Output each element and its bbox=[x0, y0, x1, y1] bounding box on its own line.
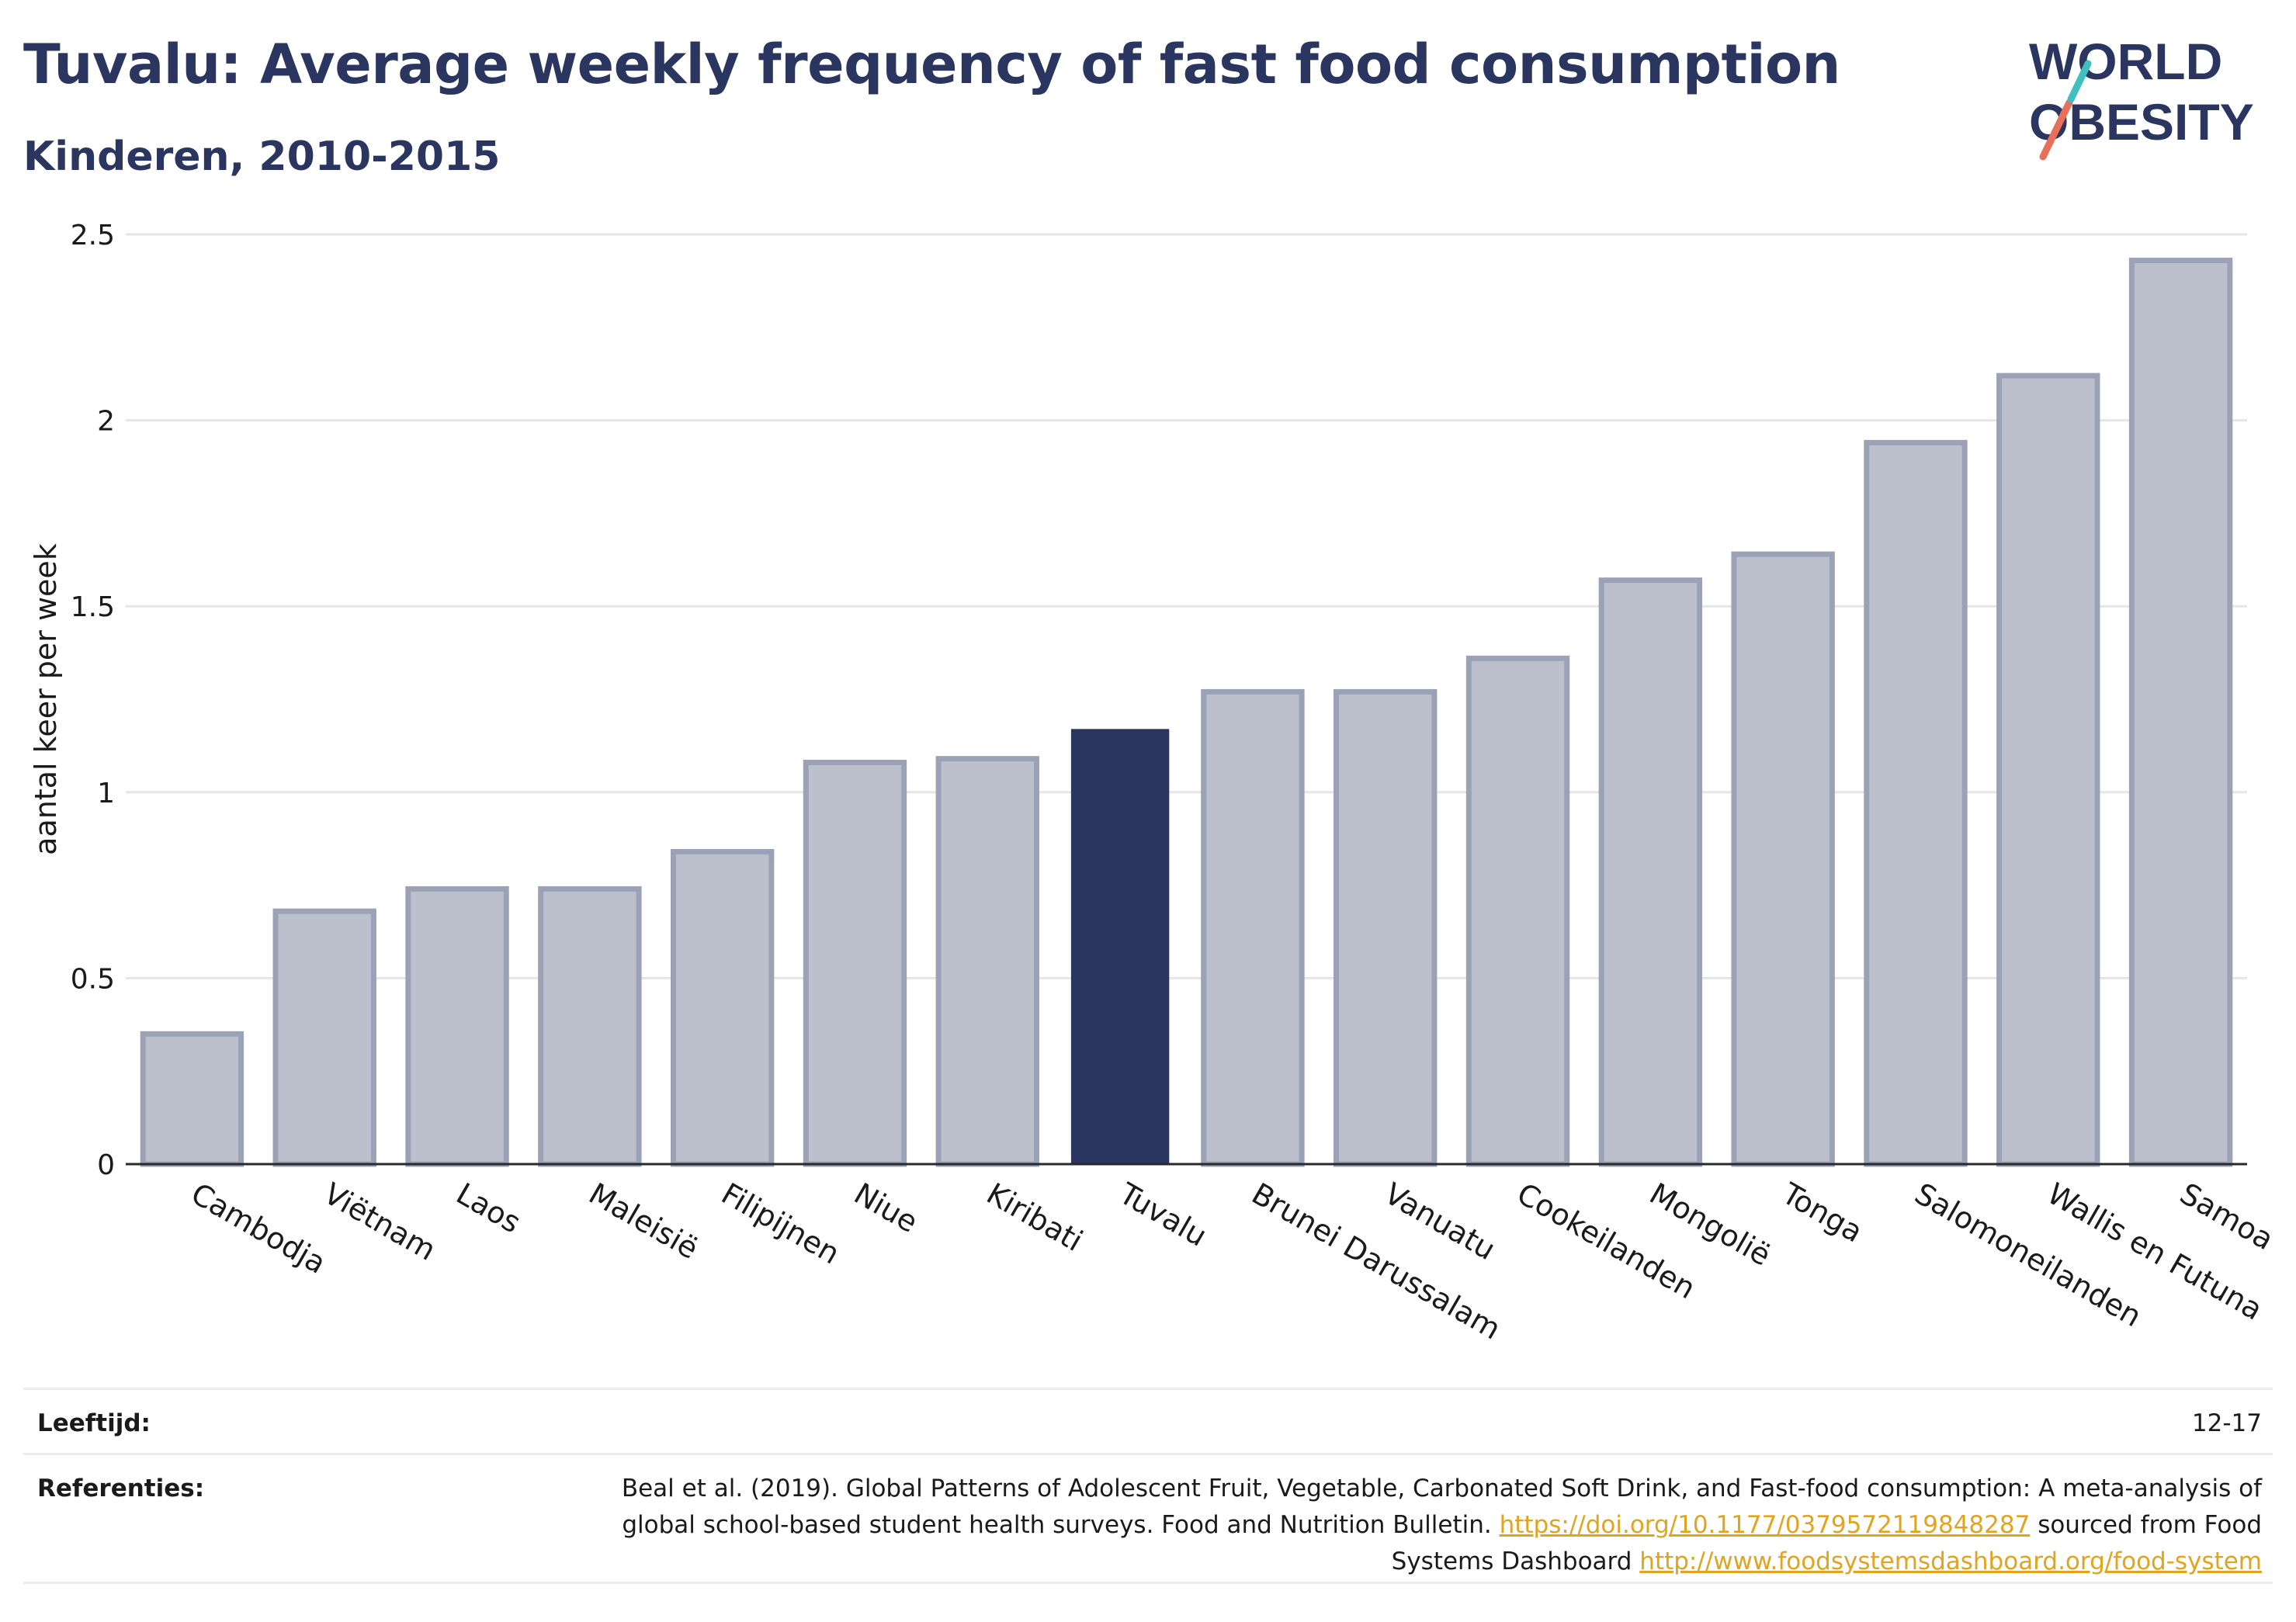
x-tick-label: Viëtnam bbox=[318, 1177, 442, 1267]
logo-line1: WORLD bbox=[2029, 33, 2222, 90]
footer-divider bbox=[23, 1582, 2273, 1584]
x-tick-label: Laos bbox=[451, 1177, 527, 1240]
bar-cookeilanden bbox=[1465, 655, 1570, 1167]
bar-wallis-en-futuna bbox=[1996, 373, 2100, 1167]
world-obesity-logo: WORLD OBESITY bbox=[2029, 33, 2254, 161]
references-text: Beal et al. (2019). Global Patterns of A… bbox=[585, 1471, 2262, 1580]
age-value: 12-17 bbox=[2191, 1409, 2262, 1437]
dashboard-link[interactable]: http://www.foodsystemsdashboard.org/food… bbox=[1639, 1547, 2262, 1575]
x-tick-label: Wallis en Futuna bbox=[2041, 1177, 2268, 1327]
bar-laos bbox=[405, 886, 509, 1167]
bar-vi-tnam bbox=[272, 908, 376, 1167]
footer-divider bbox=[23, 1388, 2273, 1390]
bar-mongoli- bbox=[1598, 577, 1703, 1167]
y-tick-label: 0 bbox=[97, 1149, 115, 1181]
y-axis-ticks: 0 0.5 1 1.5 2 2.5 bbox=[71, 220, 115, 1181]
footer-divider bbox=[23, 1453, 2273, 1455]
reference-source: sourced from Food Systems Dashboard bbox=[1391, 1511, 2262, 1575]
bar-tuvalu bbox=[1070, 729, 1170, 1164]
x-tick-label: Niue bbox=[848, 1177, 924, 1239]
age-label: Leeftijd: bbox=[37, 1409, 151, 1437]
y-tick-label: 1 bbox=[97, 778, 115, 809]
y-tick-label: 2 bbox=[97, 406, 115, 438]
x-tick-label: Brunei Darussalam bbox=[1246, 1177, 1506, 1346]
x-tick-label: Cambodja bbox=[186, 1177, 331, 1281]
y-tick-label: 1.5 bbox=[71, 591, 115, 623]
bar-vanuatu bbox=[1334, 688, 1438, 1167]
y-tick-label: 2.5 bbox=[71, 220, 115, 251]
chart-subtitle: Kinderen, 2010-2015 bbox=[23, 133, 501, 180]
bar-brunei-darussalam bbox=[1201, 688, 1305, 1167]
bar-tonga bbox=[1731, 551, 1835, 1167]
logo-slash-teal bbox=[2067, 60, 2092, 103]
bar-kiribati bbox=[935, 756, 1039, 1167]
chart-title: Tuvalu: Average weekly frequency of fast… bbox=[23, 33, 1840, 96]
x-tick-label: Kiribati bbox=[981, 1177, 1089, 1258]
bars bbox=[140, 258, 2233, 1167]
x-tick-label: Filipijnen bbox=[716, 1177, 845, 1271]
doi-link[interactable]: https://doi.org/10.1177/0379572119848287 bbox=[1499, 1511, 2031, 1539]
bar-cambodja bbox=[140, 1031, 245, 1167]
x-tick-label: Tuvalu bbox=[1113, 1176, 1212, 1253]
references-label: Referenties: bbox=[37, 1475, 205, 1502]
bar-filipijnen bbox=[670, 848, 775, 1167]
bar-samoa bbox=[2128, 258, 2233, 1167]
x-tick-label: Maleisië bbox=[583, 1177, 704, 1266]
bar-niue bbox=[803, 759, 907, 1167]
bar-maleisi- bbox=[538, 886, 642, 1167]
reference-citation: Beal et al. (2019). Global Patterns of A… bbox=[621, 1475, 2262, 1539]
y-axis-label: aantal keer per week bbox=[29, 543, 63, 855]
x-tick-label: Salomoneilanden bbox=[1909, 1177, 2147, 1334]
y-tick-label: 0.5 bbox=[71, 963, 115, 995]
x-tick-label: Tonga bbox=[1776, 1176, 1868, 1249]
x-tick-label: Samoa bbox=[2174, 1177, 2279, 1257]
bar-salomoneilanden bbox=[1864, 439, 1968, 1167]
logo-slash-red bbox=[2039, 99, 2073, 161]
